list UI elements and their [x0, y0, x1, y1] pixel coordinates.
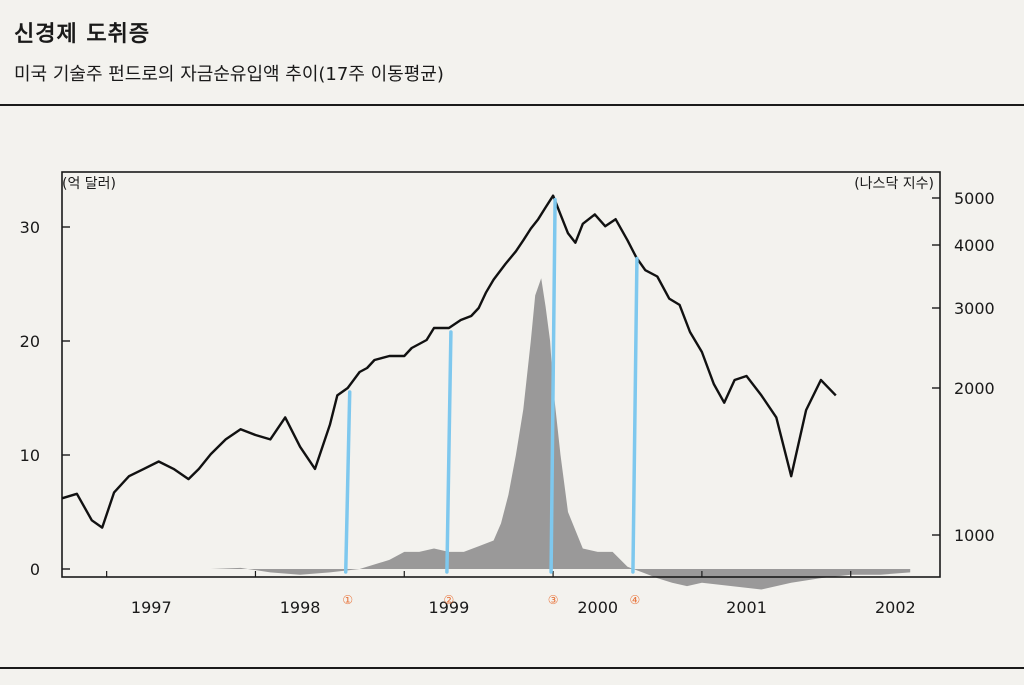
- right-axis-tick-label: 5000: [954, 189, 995, 208]
- x-axis-tick-label: 2002: [875, 598, 916, 617]
- marker-line-1: [343, 390, 352, 574]
- right-axis-tick-label: 4000: [954, 236, 995, 255]
- left-axis-tick-label: 30: [20, 218, 40, 237]
- plot-frame: [61, 171, 941, 578]
- right-axis-tick-label: 1000: [954, 526, 995, 545]
- right-axis-unit: (나스닥 지수): [854, 176, 934, 192]
- right-axis-tick-label: 2000: [954, 379, 995, 398]
- chart-subtitle: 미국 기술주 펀드로의 자금순유입액 추이(17주 이동평균): [14, 64, 444, 85]
- x-axis-tick-label: 1998: [280, 598, 321, 617]
- left-axis-tick-label: 0: [30, 560, 40, 579]
- x-axis-tick-label: 2000: [577, 598, 618, 617]
- marker-line-2: [445, 330, 453, 574]
- left-axis-tick-label: 20: [20, 332, 40, 351]
- bottom-rule: [0, 667, 1024, 669]
- x-axis-tick-label: 2001: [726, 598, 767, 617]
- marker-line-4: [631, 256, 639, 574]
- chart-title: 신경제 도취증: [14, 22, 151, 47]
- fund-flow-area: [62, 278, 911, 590]
- left-axis-tick-label: 10: [20, 446, 40, 465]
- top-rule: [0, 104, 1024, 106]
- x-axis-tick-label: 1997: [131, 598, 172, 617]
- left-axis-unit: (억 달러): [62, 176, 116, 192]
- marker-line-3: [549, 197, 557, 574]
- marker-label-1: ①: [342, 593, 353, 607]
- x-axis-tick-label: 1999: [429, 598, 470, 617]
- marker-label-4: ④: [630, 593, 641, 607]
- right-axis-tick-label: 3000: [954, 299, 995, 318]
- marker-label-3: ③: [548, 593, 559, 607]
- nasdaq-line: [61, 194, 837, 529]
- marker-label-2: ②: [444, 593, 455, 607]
